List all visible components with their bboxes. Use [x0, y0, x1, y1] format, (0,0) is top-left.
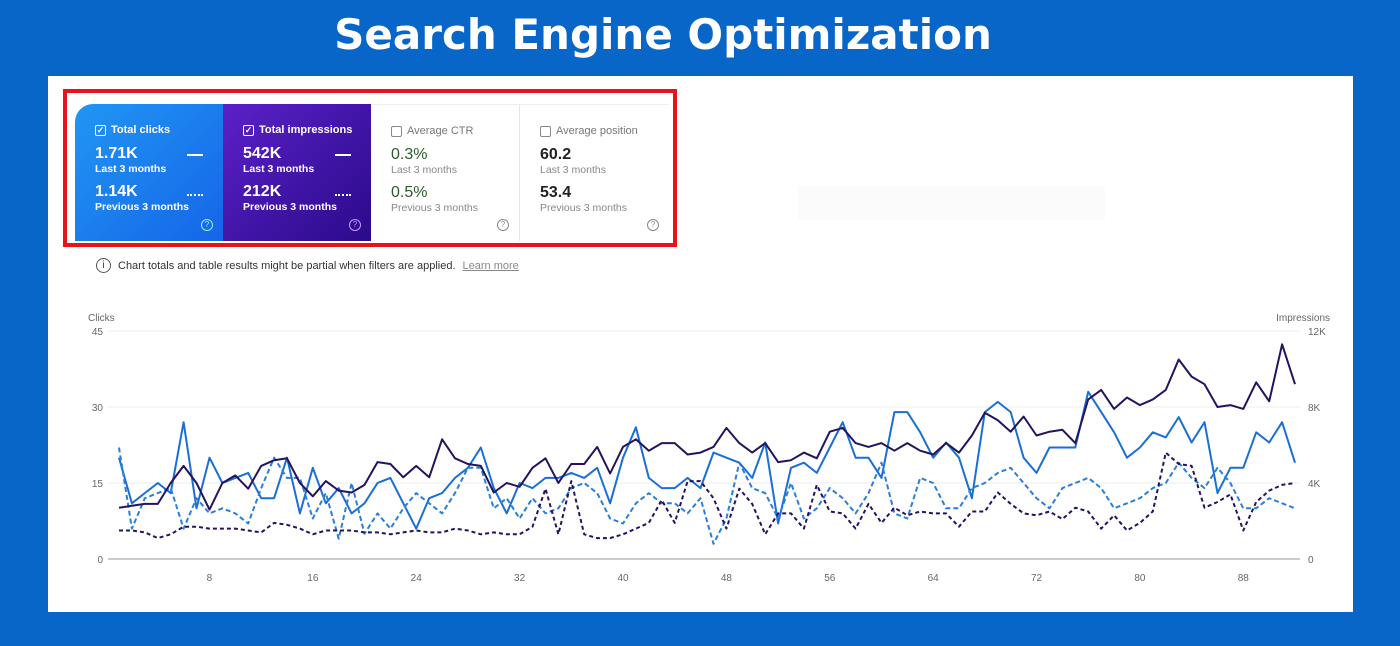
previous-period-label: Previous 3 months [391, 202, 478, 214]
search-console-panel: ✓ Total clicks 1.71K Last 3 months 1.14K … [48, 76, 1353, 612]
metric-label: Average CTR [407, 125, 474, 137]
checkbox-icon[interactable]: ✓ [243, 124, 254, 136]
right-axis-label: Impressions [1276, 313, 1330, 324]
dashed-line-legend-icon [187, 194, 203, 196]
right-axis-tick: 12K [1308, 327, 1326, 338]
dashed-line-legend-icon [335, 194, 351, 196]
metric-header[interactable]: ✓ Total clicks [95, 124, 223, 136]
current-value: 60.2 [540, 146, 572, 163]
solid-line-legend-icon [335, 154, 351, 156]
metric-label: Total impressions [259, 124, 353, 136]
x-axis-tick: 88 [1238, 573, 1250, 584]
x-axis-tick: 48 [721, 573, 733, 584]
highlight-box [63, 89, 677, 247]
help-icon[interactable]: ? [349, 219, 361, 231]
previous-period-label: Previous 3 months [95, 201, 189, 213]
series-line-2 [118, 343, 1296, 511]
metric-card-average-position[interactable]: Average position 60.2 Last 3 months 53.4… [519, 104, 669, 241]
x-axis-tick: 32 [514, 573, 526, 584]
metric-label: Total clicks [111, 124, 171, 136]
info-icon: i [96, 258, 111, 273]
filter-notice: i Chart totals and table results might be… [96, 258, 519, 273]
help-icon[interactable]: ? [647, 219, 659, 231]
current-period-label: Last 3 months [391, 164, 457, 176]
solid-line-legend-icon [187, 154, 203, 156]
checkbox-icon[interactable]: ✓ [95, 124, 106, 136]
page-title: Search Engine Optimization [334, 10, 992, 59]
current-value: 0.3% [391, 146, 428, 163]
notice-text: Chart totals and table results might be … [118, 259, 456, 272]
x-axis-tick: 24 [411, 573, 423, 584]
current-period-label: Last 3 months [95, 163, 167, 175]
blurred-area [798, 186, 1105, 220]
learn-more-link[interactable]: Learn more [462, 259, 519, 272]
series-line-1 [118, 447, 1296, 545]
checkbox-icon[interactable] [540, 125, 551, 137]
previous-value: 53.4 [540, 184, 572, 201]
metric-card-total-clicks[interactable]: ✓ Total clicks 1.71K Last 3 months 1.14K … [75, 104, 223, 241]
help-icon[interactable]: ? [497, 219, 509, 231]
current-period-label: Last 3 months [540, 164, 606, 176]
x-axis-tick: 80 [1134, 573, 1146, 584]
current-value: 1.71K [95, 145, 138, 162]
metric-header[interactable]: Average CTR [391, 125, 519, 137]
previous-value: 0.5% [391, 184, 428, 201]
x-axis-tick: 40 [617, 573, 629, 584]
x-axis-tick: 64 [928, 573, 940, 584]
right-axis-tick: 8K [1308, 403, 1321, 414]
current-value: 542K [243, 145, 282, 162]
x-axis-tick: 56 [824, 573, 836, 584]
x-axis-tick: 72 [1031, 573, 1043, 584]
right-axis-tick: 0 [1308, 555, 1314, 566]
left-axis-tick: 45 [92, 327, 104, 338]
left-axis-label: Clicks [88, 313, 115, 324]
series-line-0 [118, 390, 1296, 530]
metric-header[interactable]: ✓ Total impressions [243, 124, 371, 136]
previous-period-label: Previous 3 months [243, 201, 337, 213]
help-icon[interactable]: ? [201, 219, 213, 231]
previous-value: 212K [243, 183, 282, 200]
right-axis-tick: 4K [1308, 479, 1321, 490]
metric-label: Average position [556, 125, 638, 137]
left-axis-tick: 15 [92, 479, 104, 490]
current-period-label: Last 3 months [243, 163, 315, 175]
metric-header[interactable]: Average position [540, 125, 669, 137]
left-axis-tick: 30 [92, 403, 104, 414]
metric-card-average-ctr[interactable]: Average CTR 0.3% Last 3 months 0.5% Prev… [371, 104, 519, 241]
metric-card-total-impressions[interactable]: ✓ Total impressions 542K Last 3 months 21… [223, 104, 371, 241]
series-line-3 [119, 451, 1296, 540]
x-axis-tick: 16 [307, 573, 319, 584]
checkbox-icon[interactable] [391, 125, 402, 137]
left-axis-tick: 0 [97, 555, 103, 566]
previous-value: 1.14K [95, 183, 138, 200]
x-axis-tick: 8 [207, 573, 213, 584]
previous-period-label: Previous 3 months [540, 202, 627, 214]
